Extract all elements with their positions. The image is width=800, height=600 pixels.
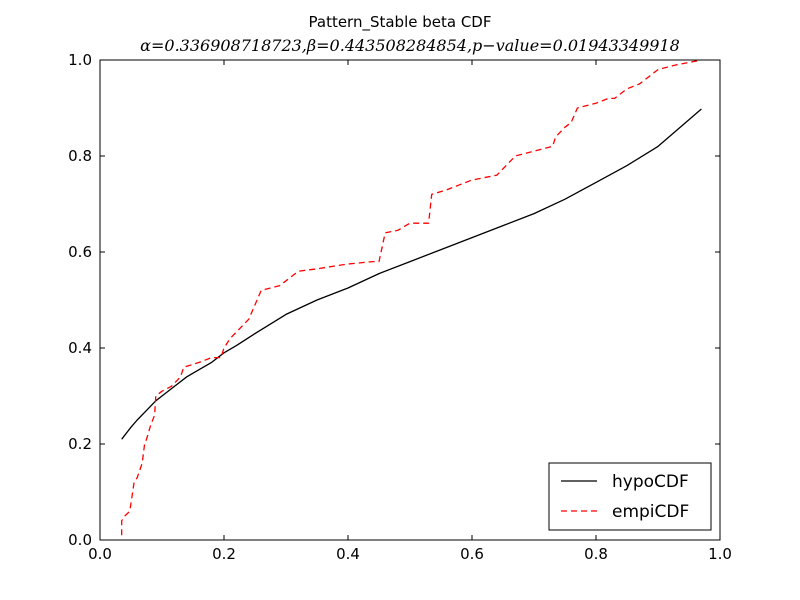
legend-label-empicdf: empiCDF [612, 502, 689, 522]
y-tick-label: 0.4 [68, 339, 92, 357]
series-line-hypocdf [121, 108, 702, 440]
y-tick-label: 0.8 [68, 147, 92, 165]
x-tick-label: 0.2 [212, 545, 236, 563]
x-tick-label: 0.0 [88, 545, 112, 563]
y-tick-label: 0.2 [68, 435, 92, 453]
x-tick-label: 0.8 [584, 545, 608, 563]
series-layer [121, 59, 702, 536]
plot-area [100, 60, 720, 540]
y-tick-label: 0.6 [68, 243, 92, 261]
legend-box [548, 462, 712, 531]
x-tick-label: 0.6 [460, 545, 484, 563]
plot-frame [99, 59, 721, 541]
x-tick-label: 1.0 [708, 545, 732, 563]
x-tick-label: 0.4 [336, 545, 360, 563]
chart-title: Pattern_Stable beta CDF [309, 13, 492, 32]
ticks-layer: 0.0 0.2 0.4 0.6 0.8 1.0 0.0 0.2 0.4 0.6 0.8 1.0 [68, 51, 732, 563]
legend-label-hypocdf: hypoCDF [612, 472, 689, 492]
legend: hypoCDF empiCDF [548, 462, 712, 531]
y-tick-label: 0.0 [68, 531, 92, 549]
y-tick-label: 1.0 [68, 51, 92, 69]
chart-subtitle: α=0.336908718723,β=0.443508284854,p−valu… [140, 36, 680, 55]
